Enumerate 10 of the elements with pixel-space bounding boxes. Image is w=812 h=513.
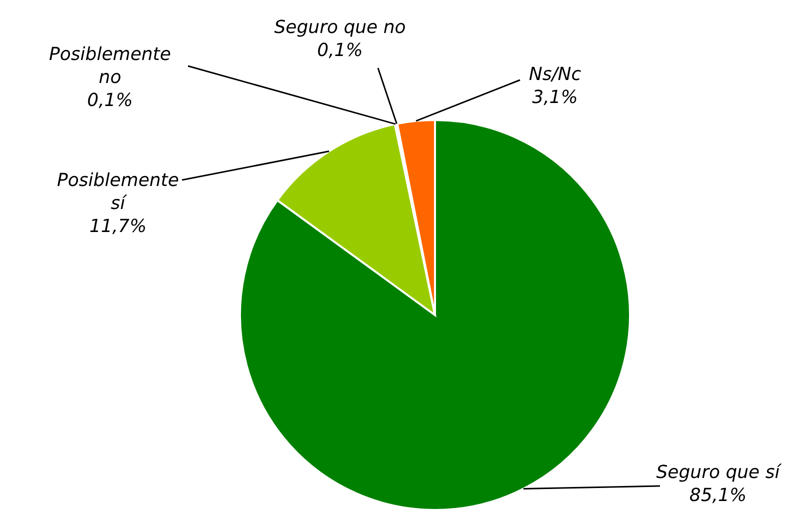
data-label: 3,1% xyxy=(532,87,578,108)
slice-label: Posiblemente sí xyxy=(57,170,179,214)
slice-label: Ns/Nc xyxy=(528,64,582,85)
data-label: 85,1% xyxy=(689,485,747,506)
slice-label: Seguro que sí xyxy=(656,462,783,483)
slice-label: Posiblemente no xyxy=(49,44,171,88)
data-label: 0,1% xyxy=(87,90,133,111)
data-label: 11,7% xyxy=(89,216,147,237)
slice-label: Seguro que no xyxy=(274,17,406,38)
data-label: 0,1% xyxy=(317,40,363,61)
